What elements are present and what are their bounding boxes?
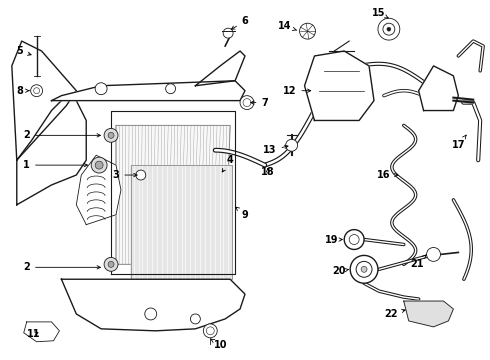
Text: 16: 16 [377,170,398,180]
Circle shape [108,261,114,267]
Circle shape [104,129,118,142]
Text: 15: 15 [372,8,389,18]
Text: 10: 10 [211,339,227,350]
Text: 8: 8 [16,86,29,96]
Circle shape [361,266,367,272]
Circle shape [104,257,118,271]
Polygon shape [404,301,453,327]
Polygon shape [17,96,86,205]
Polygon shape [131,165,232,279]
Text: 11: 11 [27,329,40,339]
Text: 5: 5 [16,46,31,56]
Text: 19: 19 [324,234,343,244]
Circle shape [427,247,441,261]
Polygon shape [76,155,121,225]
Circle shape [191,314,200,324]
Circle shape [203,324,217,338]
Circle shape [299,23,316,39]
Polygon shape [12,41,76,160]
Circle shape [350,255,378,283]
Circle shape [344,230,364,249]
Text: 9: 9 [236,207,248,220]
Text: 21: 21 [410,255,426,269]
Text: 22: 22 [384,309,405,319]
Polygon shape [196,51,245,86]
Circle shape [240,96,254,109]
Circle shape [387,27,391,31]
Circle shape [95,83,107,95]
Text: 2: 2 [24,262,100,272]
Text: 4: 4 [222,155,234,172]
Circle shape [145,308,157,320]
Polygon shape [51,81,245,100]
Circle shape [223,28,233,38]
Circle shape [31,85,43,96]
Text: 14: 14 [278,21,297,31]
Circle shape [108,132,114,138]
Text: 12: 12 [283,86,311,96]
Text: 2: 2 [24,130,100,140]
Polygon shape [61,279,245,331]
Text: 18: 18 [261,167,274,177]
Circle shape [136,170,146,180]
Text: 3: 3 [113,170,137,180]
Text: 1: 1 [24,160,88,170]
Circle shape [166,84,175,94]
Text: 17: 17 [452,135,466,150]
Polygon shape [116,125,230,264]
Circle shape [378,18,400,40]
Text: 7: 7 [251,98,268,108]
Text: 13: 13 [263,145,288,155]
Circle shape [95,161,103,169]
Text: 20: 20 [333,266,349,276]
Polygon shape [24,322,59,342]
Circle shape [91,157,107,173]
Circle shape [286,139,297,151]
Text: 6: 6 [231,16,248,29]
Polygon shape [305,51,374,121]
Polygon shape [418,66,458,111]
